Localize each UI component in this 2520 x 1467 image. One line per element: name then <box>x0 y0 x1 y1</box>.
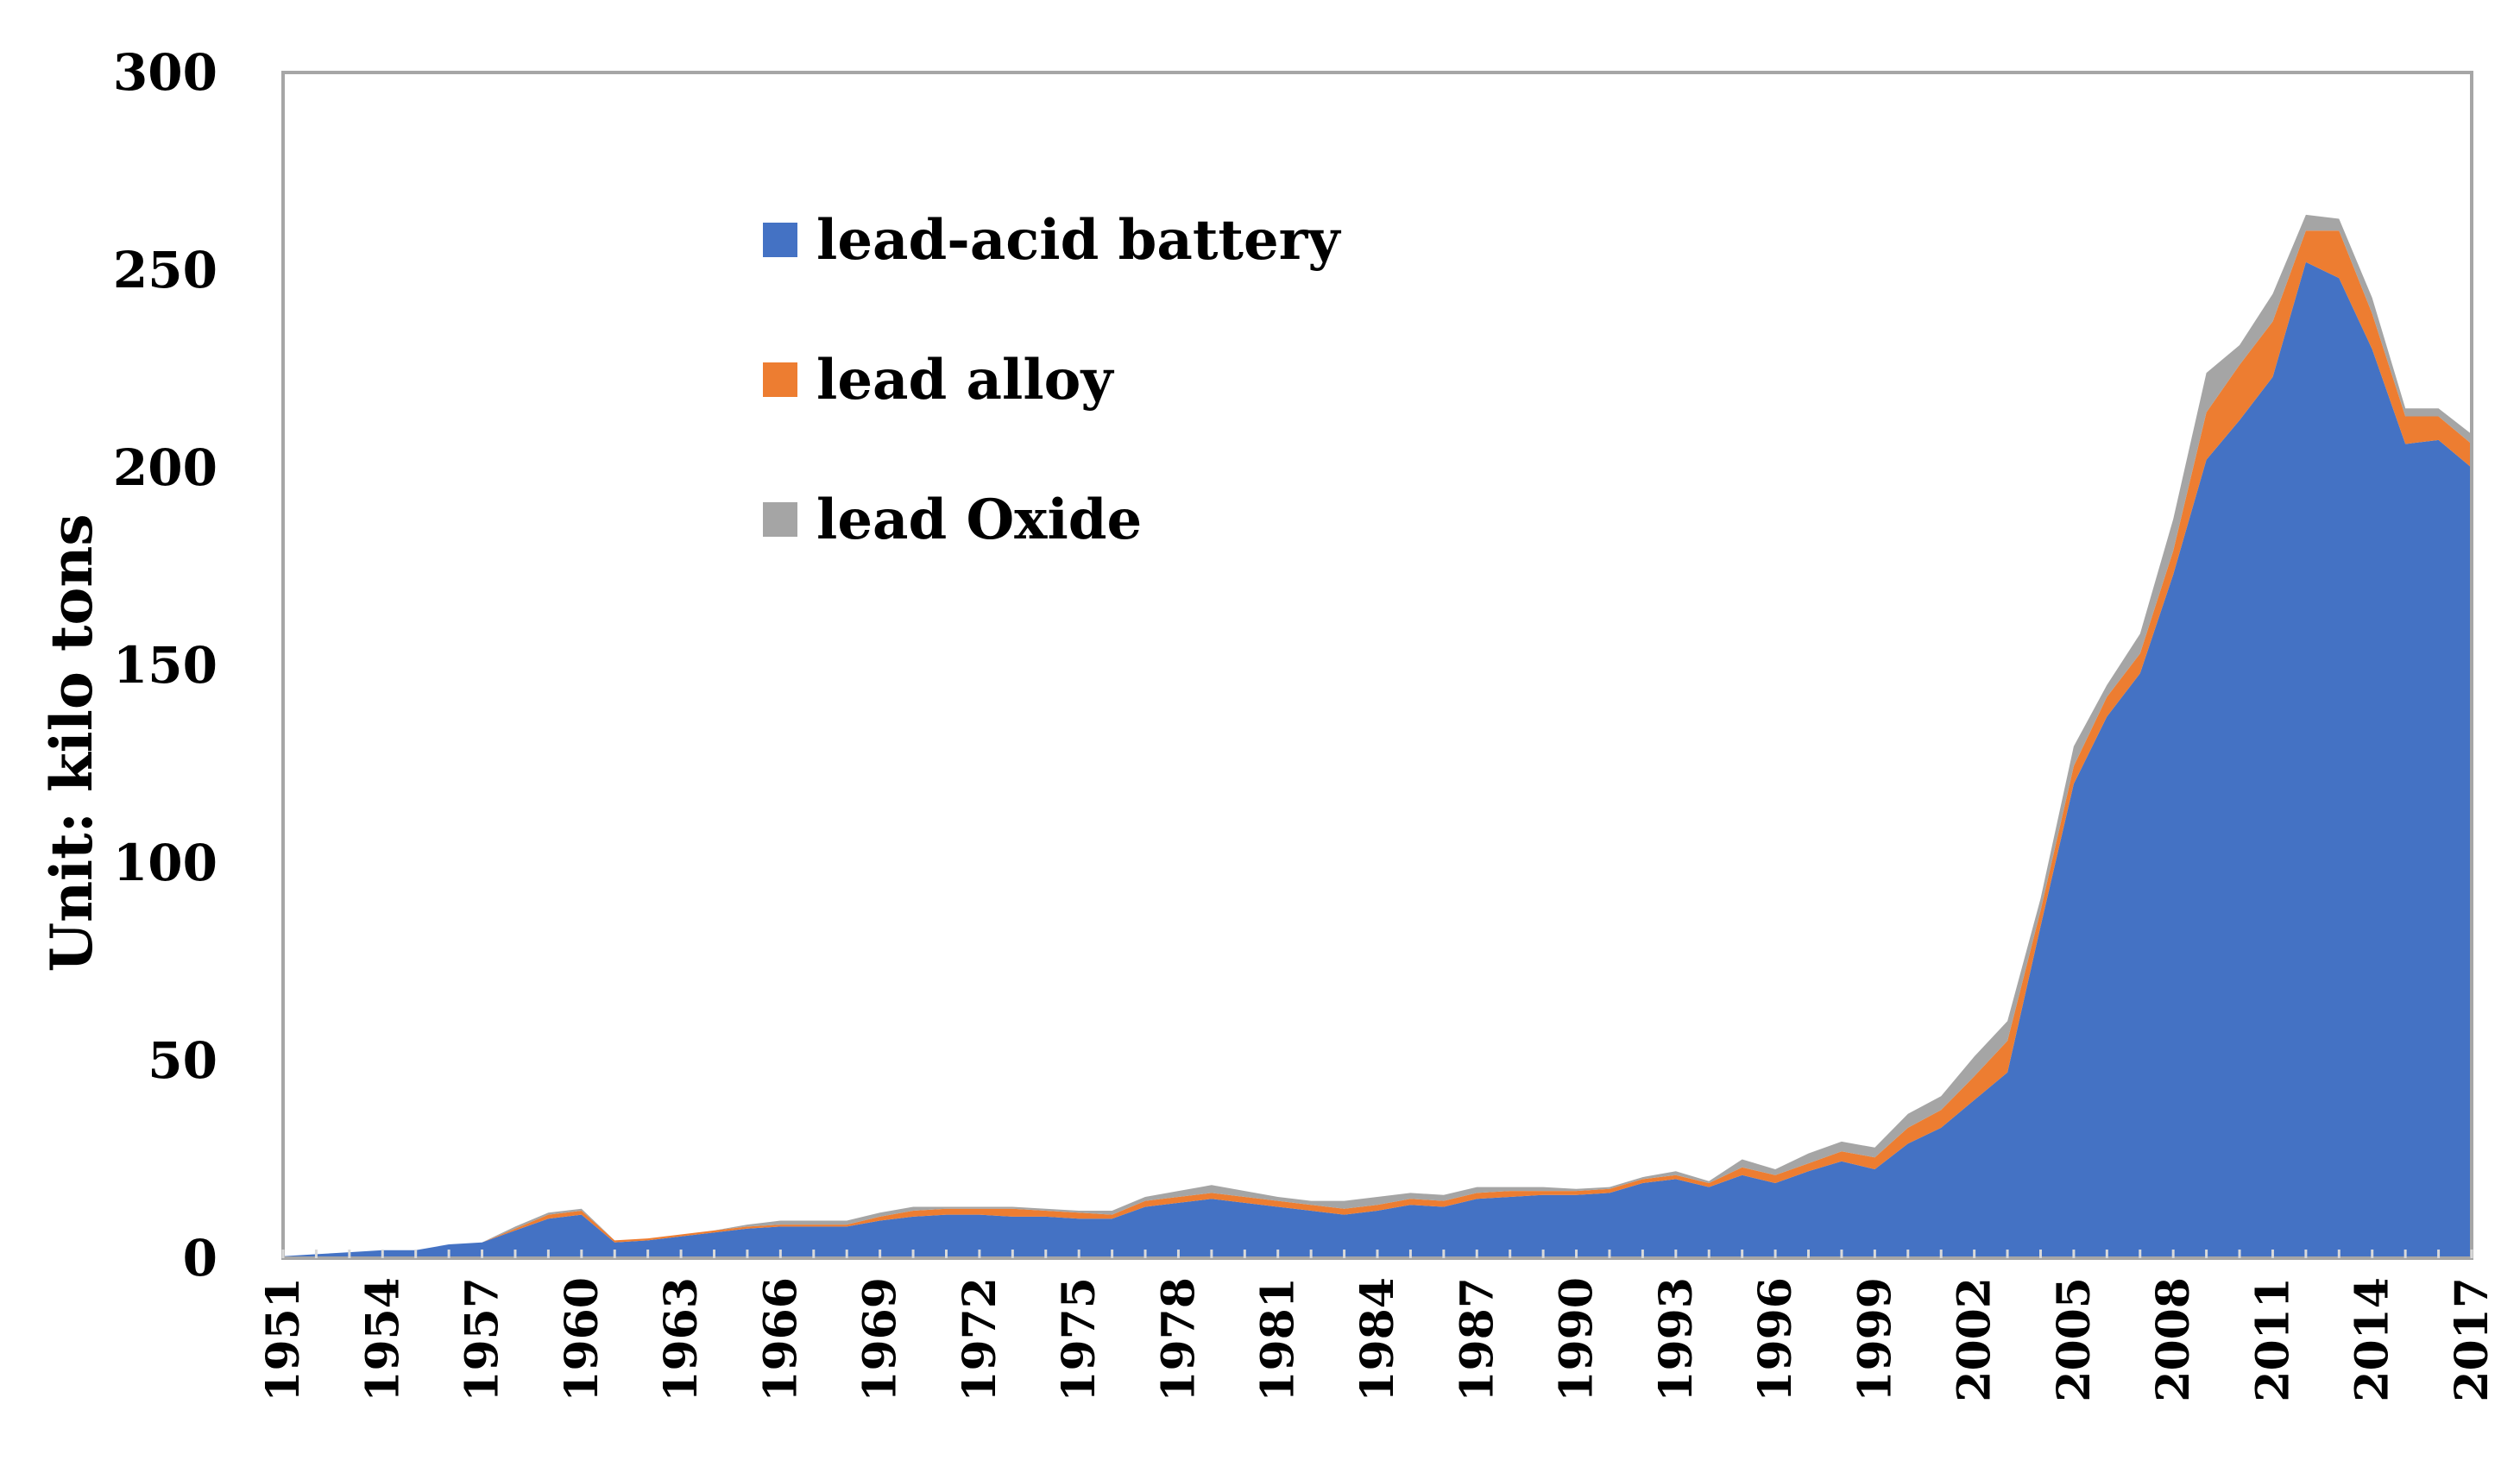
x-tick-label: 1969 <box>854 1277 907 1402</box>
legend-swatch <box>763 223 797 257</box>
x-tick-label: 1993 <box>1650 1277 1703 1402</box>
x-tick-label: 1963 <box>655 1277 708 1402</box>
x-tick-label: 1981 <box>1252 1277 1305 1402</box>
x-tick-label: 2002 <box>1949 1277 2001 1402</box>
x-tick-label: 1960 <box>556 1277 608 1402</box>
x-tick-label: 1951 <box>257 1277 310 1402</box>
x-tick-label: 1957 <box>457 1277 509 1402</box>
legend-label: lead alloy <box>816 348 1114 412</box>
area-series-group <box>283 214 2472 1258</box>
x-tick-label: 1966 <box>754 1277 807 1402</box>
x-tick-label: 1972 <box>954 1277 1006 1402</box>
x-tick-label: 2005 <box>2048 1277 2101 1402</box>
x-tick-label: 1975 <box>1053 1277 1106 1402</box>
x-tick-label: 1954 <box>356 1277 409 1402</box>
x-tick-label: 1990 <box>1551 1277 1603 1402</box>
axes-group <box>281 71 2473 1260</box>
x-tick-group: 1951 1954 1957 1960 1963 1966 1969 1972 1975 1978… <box>257 1277 2498 1402</box>
x-tick-label: 2008 <box>2147 1277 2200 1402</box>
area-lead-acid-battery <box>283 261 2472 1258</box>
y-axis-label: Unit: kilo tons <box>38 514 105 973</box>
legend-item: lead-acid battery <box>763 208 1341 273</box>
legend-label: lead-acid battery <box>816 208 1341 273</box>
x-tick-label: 1999 <box>1849 1277 1901 1402</box>
y-tick-group: 0 50 100 150 200 250 300 <box>113 43 217 1288</box>
y-tick-label: 150 <box>113 636 217 695</box>
legend-swatch <box>763 362 797 397</box>
x-tick-label: 2011 <box>2247 1277 2300 1402</box>
legend-swatch <box>763 502 797 537</box>
y-tick-label: 50 <box>148 1031 217 1090</box>
y-tick-label: 300 <box>113 43 217 102</box>
x-tick-label: 1987 <box>1451 1277 1503 1402</box>
x-tick-label: 1996 <box>1749 1277 1802 1402</box>
y-tick-label: 100 <box>113 834 217 892</box>
y-tick-label: 250 <box>113 241 217 299</box>
x-tick-label: 2017 <box>2446 1277 2498 1402</box>
legend: lead-acid battery lead alloy lead Oxide <box>763 208 1341 552</box>
x-tick-label: 1978 <box>1153 1277 1206 1402</box>
y-tick-label: 200 <box>113 438 217 497</box>
legend-item: lead alloy <box>763 348 1114 412</box>
x-tick-label: 1984 <box>1351 1277 1404 1402</box>
legend-item: lead Oxide <box>763 488 1142 552</box>
y-tick-label: 0 <box>183 1229 217 1288</box>
x-tick-label: 2014 <box>2347 1277 2399 1402</box>
legend-label: lead Oxide <box>816 488 1142 552</box>
